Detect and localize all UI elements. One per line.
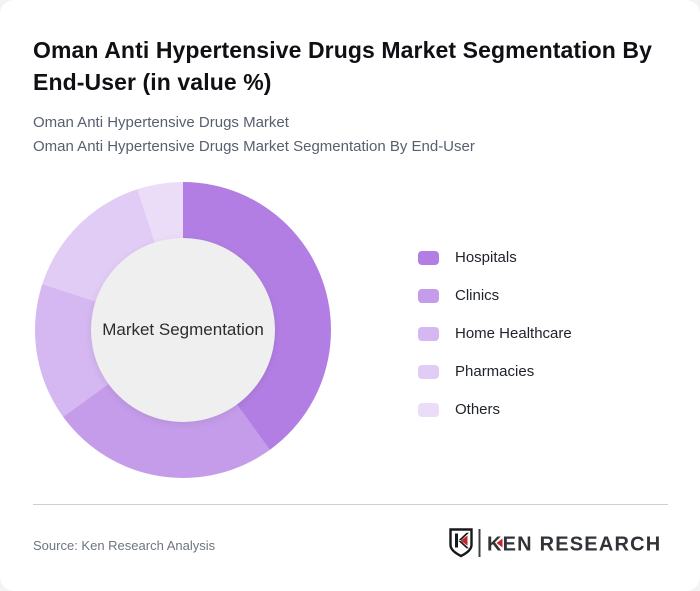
legend-swatch-pharmacies	[418, 364, 439, 379]
source-note: Source: Ken Research Analysis	[33, 538, 216, 553]
shield-k-icon	[449, 528, 473, 558]
legend-label-hospitals: Hospitals	[455, 249, 517, 266]
legend-swatch-clinics	[418, 288, 439, 303]
ken-research-logo: KEN RESEARCH	[448, 528, 668, 558]
chart-subtitles: Oman Anti Hypertensive Drugs Market Oman…	[33, 111, 673, 159]
legend-item-pharmacies[interactable]: Pharmacies	[418, 362, 572, 381]
legend-label-home-healthcare: Home Healthcare	[455, 325, 572, 342]
donut-center-label: Market Segmentation	[102, 320, 264, 339]
legend-label-clinics: Clinics	[455, 287, 500, 304]
legend-item-clinics[interactable]: Clinics	[418, 286, 572, 305]
donut-center-circle: Market Segmentation	[91, 238, 275, 422]
legend-swatch-home-healthcare	[418, 326, 439, 341]
page-title: Oman Anti Hypertensive Drugs Market Segm…	[33, 37, 653, 95]
donut-chart[interactable]: Market Segmentation	[35, 182, 331, 478]
ken-research-logo-graphic: KEN RESEARCH	[449, 528, 661, 558]
legend-item-home-healthcare[interactable]: Home Healthcare	[418, 324, 572, 343]
legend-swatch-hospitals	[418, 250, 439, 265]
legend-item-others[interactable]: Others	[418, 400, 572, 419]
legend-swatch-others	[418, 402, 439, 417]
subtitle-line-2: Oman Anti Hypertensive Drugs Market Segm…	[33, 138, 475, 155]
subtitle-line-1: Oman Anti Hypertensive Drugs Market	[33, 114, 289, 131]
chart-legend: Hospitals Clinics Home Healthcare Pharmacie…	[418, 248, 572, 438]
logo-separator	[478, 529, 481, 557]
chart-header: Oman Anti Hypertensive Drugs Market Segm…	[33, 34, 673, 159]
footer-divider	[33, 504, 668, 505]
logo-wordmark: KEN RESEARCH	[487, 534, 661, 556]
legend-label-pharmacies: Pharmacies	[455, 363, 535, 380]
legend-item-hospitals[interactable]: Hospitals	[418, 248, 572, 267]
svg-text:KEN RESEARCH: KEN RESEARCH	[487, 534, 661, 556]
legend-label-others: Others	[455, 401, 501, 418]
